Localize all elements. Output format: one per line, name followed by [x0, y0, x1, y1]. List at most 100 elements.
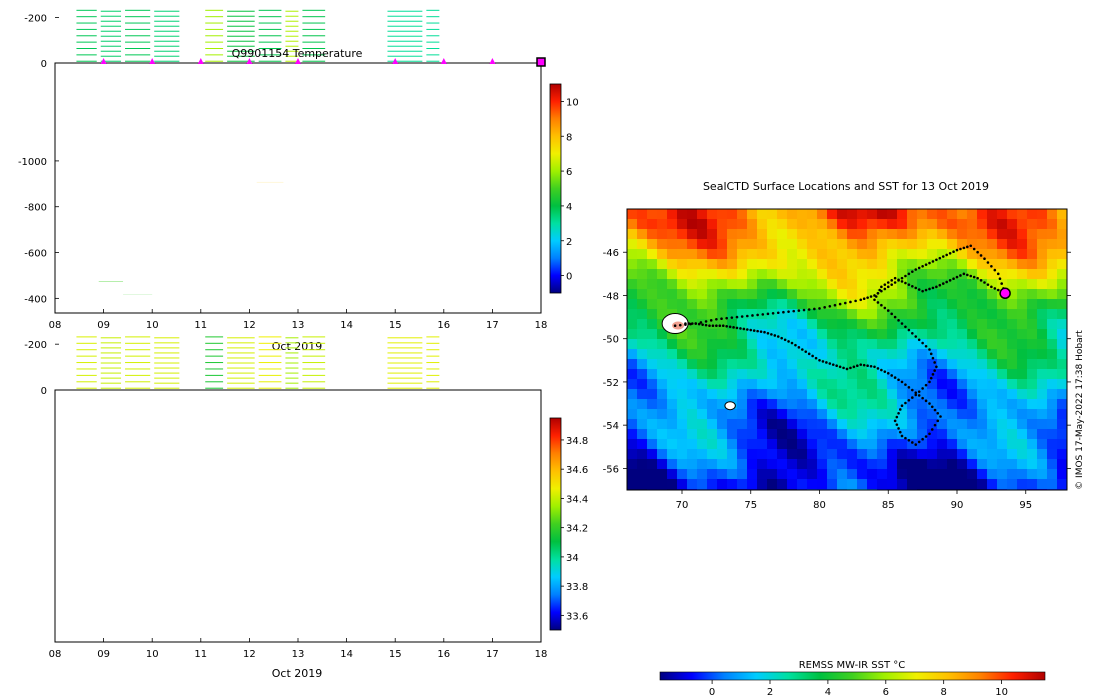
temperature-xlabel: Oct 2019 [272, 340, 323, 353]
sst-cell [707, 449, 718, 460]
sst-cell [967, 389, 978, 400]
sst-cell [997, 449, 1008, 460]
track-point [990, 285, 993, 289]
track-point [911, 441, 914, 444]
sst-cell [817, 349, 828, 360]
cast-thin-layer [426, 41, 440, 43]
cast-thin-layer [154, 337, 180, 339]
sst-cell [647, 229, 658, 240]
sst-cell [927, 249, 938, 260]
sst-cell [967, 469, 978, 480]
sst-cell [627, 309, 638, 320]
sst-cell [847, 209, 858, 220]
sst-cell [927, 269, 938, 280]
sst-cell [1027, 269, 1038, 280]
cast-thin-layer [100, 337, 122, 339]
track-point [890, 279, 893, 282]
sst-cell [637, 489, 648, 490]
track-point [811, 354, 814, 358]
sst-cell [717, 329, 728, 340]
sst-cell [987, 429, 998, 440]
sst-cell [1057, 429, 1067, 440]
sst-cell [847, 399, 858, 410]
track-point [756, 313, 759, 317]
sst-cell [1047, 479, 1058, 490]
cast-thin-layer [76, 28, 97, 30]
cast-thin-layer [76, 54, 97, 56]
sst-cell [807, 319, 818, 330]
cast-thin-layer [100, 15, 122, 17]
sst-cell [687, 479, 698, 490]
sst-cell [637, 349, 648, 360]
profile-marker [100, 58, 107, 64]
temperature-plot-area [54, 62, 542, 314]
track-point [728, 325, 732, 329]
cast-thin-layer [227, 347, 255, 349]
sst-cell [647, 219, 658, 230]
sst-cell [767, 239, 778, 250]
cast-thin-layer [426, 368, 440, 370]
sst-cell [967, 299, 978, 310]
sst-cell [937, 419, 948, 430]
sst-cell [927, 309, 938, 320]
sst-cell [667, 429, 678, 440]
track-point [897, 319, 900, 322]
track-point [883, 306, 887, 310]
sst-cell [647, 479, 658, 490]
sst-cell [827, 209, 838, 220]
sst-cell [717, 259, 728, 270]
sst-cell [967, 219, 978, 230]
sst-cell [987, 339, 998, 350]
cast-thin-layer [285, 387, 299, 389]
colorbar-tick-label: 34.2 [566, 524, 588, 535]
sst-cell [897, 289, 908, 300]
sst-cell [707, 309, 718, 320]
track-point [928, 380, 931, 384]
sst-cell [1017, 329, 1028, 340]
sst-cell [717, 269, 728, 280]
sst-cell [747, 379, 758, 390]
track-point [893, 276, 897, 280]
sst-cell [847, 239, 858, 250]
sst-cell [1007, 339, 1018, 350]
sst-cell [717, 449, 728, 460]
sst-cell [1007, 239, 1018, 250]
sst-cell [857, 289, 868, 300]
sst-cell [967, 479, 978, 490]
cast-thin-layer [426, 381, 440, 383]
cast-thin-layer [302, 35, 326, 37]
sst-cell [797, 349, 808, 360]
track-point [972, 247, 976, 251]
sst-cell [957, 259, 968, 270]
track-point [715, 324, 718, 328]
sst-cell [697, 289, 708, 300]
track-point [893, 281, 897, 284]
cast-thin-layer [302, 16, 326, 18]
cast-thin-layer [285, 10, 299, 12]
track-point [945, 253, 948, 257]
sst-cell [787, 449, 798, 460]
cast-thin-layer [426, 342, 440, 344]
sst-cell [907, 349, 918, 360]
sst-cell [1037, 449, 1048, 460]
sst-cell [637, 249, 648, 260]
sst-cell [1027, 309, 1038, 320]
sst-cell [947, 419, 958, 430]
cast-thin-layer [258, 41, 282, 43]
sst-cell [877, 449, 888, 460]
sst-cell [987, 399, 998, 410]
sst-cell [1047, 369, 1058, 380]
cast-thin-layer [125, 374, 151, 376]
sst-cell [1047, 309, 1058, 320]
sst-cell [947, 369, 958, 380]
sst-cell [807, 259, 818, 270]
sst-cell [937, 379, 948, 390]
cast-thin-layer [154, 377, 180, 379]
sst-colorbar-tick-label: 2 [767, 687, 773, 698]
sst-cell [767, 319, 778, 330]
sst-cell [637, 329, 648, 340]
sst-cell [697, 449, 708, 460]
sst-cell [967, 459, 978, 470]
sst-cell [1007, 419, 1018, 430]
sst-cell [817, 219, 828, 230]
